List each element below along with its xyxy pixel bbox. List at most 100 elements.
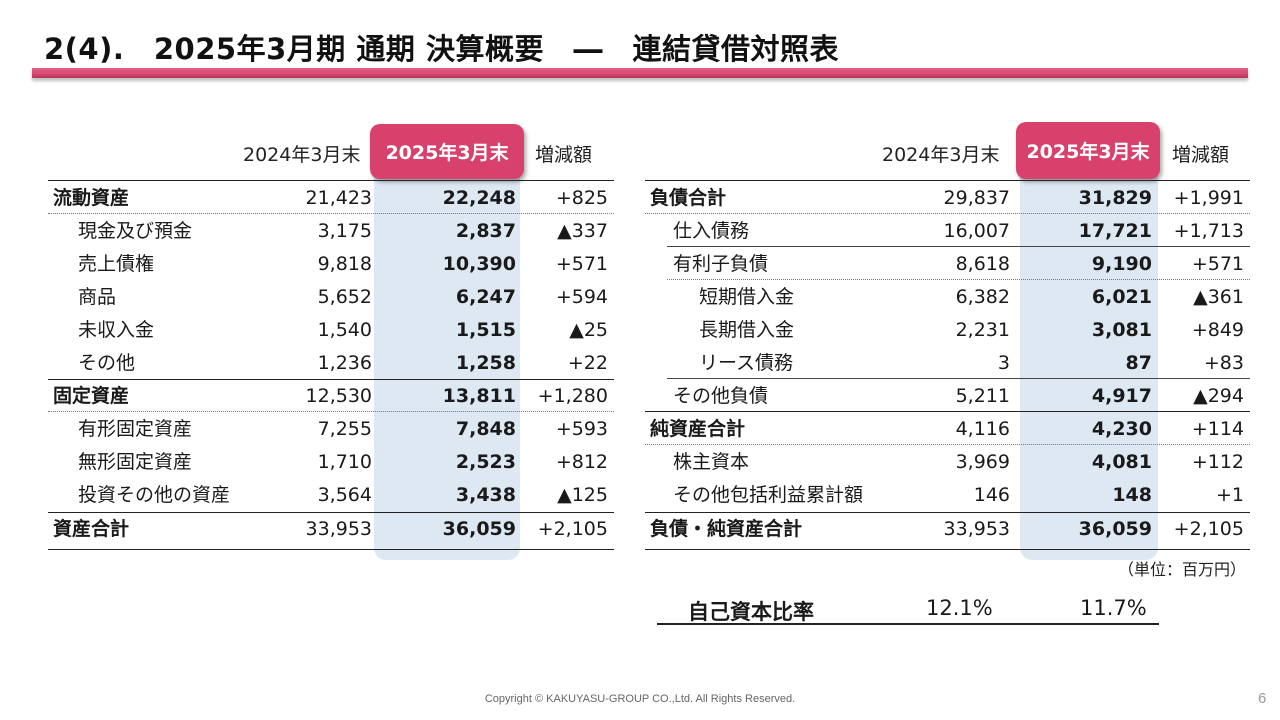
table-row: その他包括利益累計額 146 148 +1 [645,479,1250,512]
row-label: 流動資産 [53,187,130,209]
left-header-curr-badge: 2025年3月末 [370,124,524,179]
row-label: 仕入債務 [673,220,750,242]
row-curr: 4,081 [1091,451,1152,473]
table-row: 売上債権 9,818 10,390 +571 [48,248,614,281]
table-row: 現金及び預金 3,175 2,837 ▲337 [48,215,614,248]
row-curr: 4,917 [1091,385,1152,407]
row-diff: +83 [1203,352,1244,374]
row-prev: 1,710 [317,451,372,473]
row-label: その他包括利益累計額 [673,484,864,506]
right-current-year-highlight [1020,160,1158,560]
row-curr: 22,248 [442,187,516,209]
table-row: 短期借入金 6,382 6,021 ▲361 [645,281,1250,314]
row-label: 株主資本 [673,451,750,473]
row-diff: +1,713 [1173,220,1244,242]
row-diff: ▲337 [557,220,608,242]
row-curr: 9,190 [1091,253,1152,275]
row-curr: 6,247 [455,286,516,308]
row-label: 商品 [78,286,117,308]
row-prev: 3,969 [955,451,1010,473]
row-prev: 12,530 [305,385,372,407]
row-label: その他負債 [673,385,769,407]
row-diff: +1,280 [537,385,608,407]
row-diff: +825 [555,187,608,209]
row-diff: +594 [555,286,608,308]
row-diff: ▲125 [557,484,608,506]
left-header-diff: 増減額 [535,144,593,166]
title-underline-bar [32,68,1248,78]
row-prev: 3,175 [317,220,372,242]
table-row: 無形固定資産 1,710 2,523 +812 [48,446,614,479]
row-prev: 16,007 [943,220,1010,242]
table-row: 純資産合計 4,116 4,230 +114 [645,413,1250,446]
row-diff: +2,105 [1173,518,1244,540]
right-header-diff: 増減額 [1172,144,1230,166]
table-row: 有形固定資産 7,255 7,848 +593 [48,413,614,446]
row-diff: +114 [1191,418,1244,440]
row-prev: 4,116 [955,418,1010,440]
row-label: その他 [78,352,136,374]
row-curr: 87 [1125,352,1152,374]
row-diff: +571 [555,253,608,275]
row-curr: 7,848 [455,418,516,440]
row-diff: +112 [1191,451,1244,473]
table-row: 負債・純資産合計 33,953 36,059 +2,105 [645,513,1250,549]
table-row: 株主資本 3,969 4,081 +112 [645,446,1250,479]
table-row: 資産合計 33,953 36,059 +2,105 [48,513,614,549]
row-curr: 17,721 [1078,220,1152,242]
row-prev: 1,540 [317,319,372,341]
row-prev: 3 [997,352,1010,374]
row-label: 売上債権 [78,253,155,275]
row-diff: +812 [555,451,608,473]
row-label: 有利子負債 [673,253,769,275]
row-curr: 148 [1112,484,1152,506]
row-curr: 1,258 [455,352,516,374]
row-diff: ▲361 [1193,286,1244,308]
unit-note: （単位：百万円） [1118,560,1247,579]
row-prev: 29,837 [943,187,1010,209]
table-row: 負債合計 29,837 31,829 +1,991 [645,182,1250,215]
row-diff: +1 [1215,484,1244,506]
table-row: 仕入債務 16,007 17,721 +1,713 [645,215,1250,248]
row-prev: 8,618 [955,253,1010,275]
table-row: 商品 5,652 6,247 +594 [48,281,614,314]
row-diff: ▲25 [569,319,608,341]
row-curr: 1,515 [455,319,516,341]
row-diff: +1,991 [1173,187,1244,209]
row-diff: +593 [555,418,608,440]
row-curr: 36,059 [1078,518,1152,540]
table-row: 流動資産 21,423 22,248 +825 [48,182,614,215]
table-row: その他 1,236 1,258 +22 [48,347,614,380]
row-diff: +849 [1191,319,1244,341]
left-current-year-highlight [374,160,520,560]
row-prev: 21,423 [305,187,372,209]
row-curr: 3,081 [1091,319,1152,341]
row-diff: +2,105 [537,518,608,540]
table-row: 有利子負債 8,618 9,190 +571 [645,248,1250,281]
table-row: 投資その他の資産 3,564 3,438 ▲125 [48,479,614,512]
row-curr: 2,523 [455,451,516,473]
row-label: 短期借入金 [699,286,795,308]
equity-ratio-underline [657,623,1159,625]
row-diff: +571 [1191,253,1244,275]
row-curr: 36,059 [442,518,516,540]
row-label: リース債務 [699,352,794,374]
row-curr: 2,837 [455,220,516,242]
row-curr: 10,390 [442,253,516,275]
row-prev: 9,818 [317,253,372,275]
table-row: 未収入金 1,540 1,515 ▲25 [48,314,614,347]
table-row: 長期借入金 2,231 3,081 +849 [645,314,1250,347]
left-header-prev: 2024年3月末 [243,144,361,166]
table-row: リース債務 3 87 +83 [645,347,1250,380]
slide-title: 2(4). 2025年3月期 通期 決算概要 ― 連結貸借対照表 [44,32,839,66]
equity-ratio-curr: 11.7% [1080,596,1147,620]
equity-ratio-prev: 12.1% [926,596,993,620]
row-prev: 33,953 [305,518,372,540]
row-label: 現金及び預金 [78,220,193,242]
row-prev: 3,564 [317,484,372,506]
row-prev: 33,953 [943,518,1010,540]
right-header-prev: 2024年3月末 [882,144,1000,166]
row-prev: 5,211 [955,385,1010,407]
row-prev: 146 [973,484,1010,506]
row-label: 投資その他の資産 [78,484,231,506]
